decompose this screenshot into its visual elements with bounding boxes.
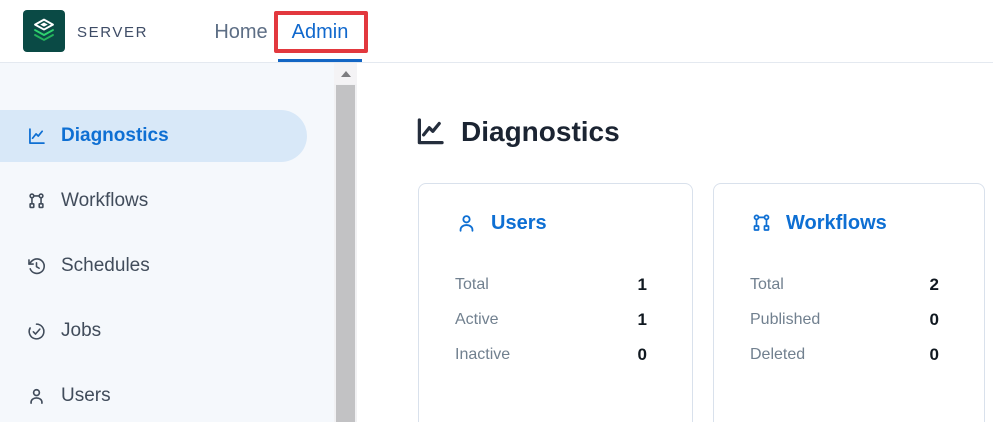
- line-chart-icon: [413, 115, 447, 149]
- stat-row: Total 1: [419, 267, 692, 302]
- line-chart-icon: [26, 126, 47, 147]
- card-title-label: Users: [491, 212, 547, 234]
- sidebar-item-label: Schedules: [61, 255, 150, 276]
- workflow-nodes-icon: [750, 212, 773, 235]
- stat-value: 0: [929, 344, 939, 364]
- sidebar-item-diagnostics[interactable]: Diagnostics: [0, 110, 307, 162]
- app-header: SERVER Home Admin: [0, 0, 993, 63]
- sidebar-item-workflows[interactable]: Workflows: [0, 175, 334, 227]
- stat-value: 2: [929, 274, 939, 294]
- card-title-label: Workflows: [786, 212, 887, 234]
- stat-label: Total: [750, 275, 784, 293]
- check-circle-icon: [26, 321, 47, 342]
- workflows-summary-card: Workflows Total 2 Published 0 Deleted 0: [713, 183, 985, 422]
- workflow-nodes-icon: [26, 191, 47, 212]
- stat-value: 0: [929, 309, 939, 329]
- app-logo[interactable]: [23, 10, 65, 52]
- scrollbar-thumb[interactable]: [336, 85, 355, 422]
- main-content: Diagnostics Users Total 1 Active 1 Inact: [357, 63, 993, 422]
- stat-value: 1: [637, 309, 647, 329]
- stat-label: Published: [750, 310, 821, 328]
- sidebar-scrollbar[interactable]: [334, 63, 357, 422]
- stat-label: Active: [455, 310, 499, 328]
- tab-admin[interactable]: Admin: [291, 21, 349, 43]
- triangle-up-icon: [340, 70, 351, 77]
- server-layers-icon: [28, 15, 60, 47]
- page-title: Diagnostics: [461, 116, 620, 147]
- sidebar-item-users[interactable]: Users: [0, 370, 334, 422]
- scroll-up-button[interactable]: [334, 63, 357, 84]
- stat-label: Total: [455, 275, 489, 293]
- sidebar-item-label: Workflows: [61, 190, 149, 211]
- tab-home[interactable]: Home: [214, 21, 268, 43]
- sidebar-item-label: Jobs: [61, 320, 102, 341]
- sidebar-item-schedules[interactable]: Schedules: [0, 240, 334, 292]
- stat-value: 1: [637, 274, 647, 294]
- stat-row: Inactive 0: [419, 337, 692, 372]
- stat-value: 0: [637, 344, 647, 364]
- users-card-stats: Total 1 Active 1 Inactive 0: [419, 267, 692, 372]
- users-card-title[interactable]: Users: [455, 212, 656, 235]
- stat-label: Inactive: [455, 345, 511, 363]
- stat-label: Deleted: [750, 345, 806, 363]
- clock-history-icon: [26, 256, 47, 277]
- stat-row: Deleted 0: [714, 337, 984, 372]
- workflows-card-title[interactable]: Workflows: [750, 212, 948, 235]
- sidebar-item-label: Users: [61, 385, 111, 406]
- workflows-card-stats: Total 2 Published 0 Deleted 0: [714, 267, 984, 372]
- stat-row: Total 2: [714, 267, 984, 302]
- page-heading: Diagnostics: [413, 115, 620, 149]
- stat-row: Published 0: [714, 302, 984, 337]
- admin-sidebar: Diagnostics Workflows Schedules: [0, 63, 334, 422]
- user-icon: [26, 386, 47, 407]
- stat-row: Active 1: [419, 302, 692, 337]
- brand-name: SERVER: [77, 24, 149, 41]
- sidebar-item-jobs[interactable]: Jobs: [0, 305, 334, 357]
- user-icon: [455, 212, 478, 235]
- sidebar-item-label: Diagnostics: [61, 125, 169, 146]
- users-summary-card: Users Total 1 Active 1 Inactive 0: [418, 183, 693, 422]
- active-tab-underline: [278, 59, 362, 62]
